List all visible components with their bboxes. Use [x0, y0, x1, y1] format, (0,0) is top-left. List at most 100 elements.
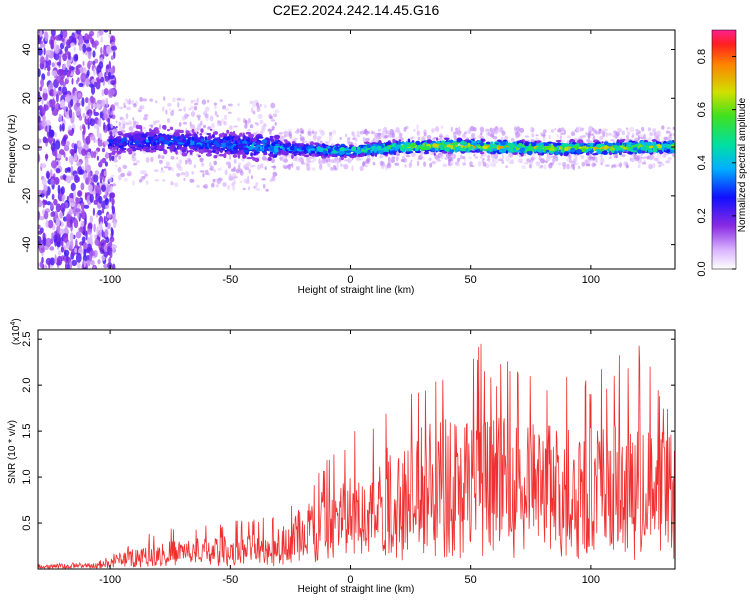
heatmap-cell: [92, 60, 96, 65]
snr-frame: [37, 329, 676, 570]
heatmap-cell: [89, 233, 93, 242]
heatmap-cell: [574, 156, 578, 163]
heatmap-cell: [256, 141, 260, 145]
heatmap-cell: [386, 145, 389, 149]
heatmap-cell: [86, 259, 91, 267]
heatmap-cell: [320, 130, 325, 136]
heatmap-cell: [245, 138, 250, 142]
heatmap-cell: [216, 114, 219, 118]
heatmap-cell: [42, 199, 48, 204]
heatmap-cell: [110, 174, 115, 177]
heatmap-cell: [207, 135, 213, 140]
heatmap-cell: [562, 143, 568, 148]
heatmap-cell: [67, 167, 71, 173]
heatmap-cell: [423, 151, 430, 155]
heatmap-cell: [274, 109, 280, 114]
snr-scale-base: (x104): [10, 318, 22, 345]
heatmap-cell: [278, 131, 282, 136]
heatmap-cell: [193, 164, 196, 169]
heatmap-cell: [131, 145, 139, 148]
heatmap-cell: [652, 162, 656, 169]
heatmap-cell: [388, 156, 391, 162]
heatmap-cell: [395, 143, 398, 146]
heatmap-cell: [56, 255, 63, 266]
heatmap-cell: [641, 126, 645, 132]
heatmap-cell: [39, 86, 43, 92]
heatmap-cell: [374, 152, 378, 157]
heatmap-cell: [261, 178, 266, 181]
heatmap-cell: [219, 99, 223, 103]
heatmap-cell: [69, 65, 72, 75]
heatmap-cell: [87, 49, 92, 60]
heatmap-cell: [103, 122, 106, 131]
heatmap-cell: [196, 131, 199, 134]
heatmap-cell: [371, 142, 377, 145]
heatmap-cell: [218, 133, 225, 138]
heatmap-cell: [45, 153, 48, 162]
heatmap-cell: [492, 162, 496, 168]
heatmap-cell: [246, 141, 250, 144]
colorbar-tick-label: 0.6: [696, 102, 708, 117]
heatmap-cell: [356, 134, 361, 138]
heatmap-cell: [660, 163, 665, 166]
heatmap-cell: [109, 88, 116, 95]
snr-y-label: SNR (10 * v/v): [7, 420, 18, 484]
heatmap-cell: [311, 153, 316, 157]
heatmap-cell: [176, 97, 182, 101]
heatmap-cell: [283, 158, 288, 163]
heatmap-cell: [110, 185, 113, 193]
heatmap-cell: [95, 184, 101, 194]
heatmap-cell: [56, 93, 59, 103]
heatmap-cell: [45, 50, 51, 55]
heatmap-cell: [395, 126, 400, 133]
heatmap-cell: [380, 165, 385, 170]
heatmap-cell: [111, 198, 115, 206]
heatmap-cell: [131, 148, 137, 152]
heatmap-cell: [145, 157, 150, 163]
heatmap-cell: [41, 96, 44, 105]
heatmap-cell: [49, 246, 55, 251]
heatmap-cell: [89, 118, 96, 127]
heatmap-cell: [450, 144, 454, 150]
heatmap-cell: [340, 156, 344, 161]
heatmap-cell: [228, 173, 232, 179]
heatmap-cell: [243, 178, 248, 184]
heatmap-cell: [68, 129, 73, 136]
heatmap-cell: [575, 149, 582, 154]
heatmap-cell: [66, 140, 70, 147]
heatmap-cell: [154, 179, 160, 182]
heatmap-cell: [62, 64, 66, 71]
heatmap-cell: [177, 102, 180, 108]
heatmap-cell: [422, 142, 425, 148]
heatmap-cell: [524, 135, 530, 138]
heatmap-cell: [88, 112, 92, 119]
heatmap-cell: [127, 120, 133, 126]
heatmap-cell: [618, 139, 625, 143]
heatmap-cell: [92, 50, 96, 58]
heatmap-cell: [153, 120, 157, 126]
heatmap-cell: [545, 156, 551, 162]
heatmap-cell: [50, 39, 54, 49]
heatmap-cell: [610, 139, 615, 142]
heatmap-cell: [47, 71, 50, 77]
heatmap-cell: [145, 180, 149, 185]
colorbar-tick-label: 0.4: [696, 155, 708, 170]
heatmap-cell: [387, 161, 391, 167]
heatmap-cell: [543, 164, 547, 170]
heatmap-cell: [167, 166, 172, 171]
heatmap-cell: [155, 129, 160, 134]
heatmap-cell: [104, 229, 109, 238]
heatmap-cell: [65, 175, 72, 184]
heatmap-cell: [122, 123, 126, 129]
heatmap-cell: [479, 141, 485, 147]
heatmap-cell: [126, 106, 131, 111]
heatmap-cell: [318, 148, 324, 153]
heatmap-cell: [295, 165, 300, 171]
heatmap-cell: [319, 164, 323, 171]
heatmap-cell: [142, 170, 147, 175]
heatmap-cell: [203, 183, 209, 190]
heatmap-cell: [242, 154, 247, 159]
heatmap-cell: [211, 182, 215, 188]
